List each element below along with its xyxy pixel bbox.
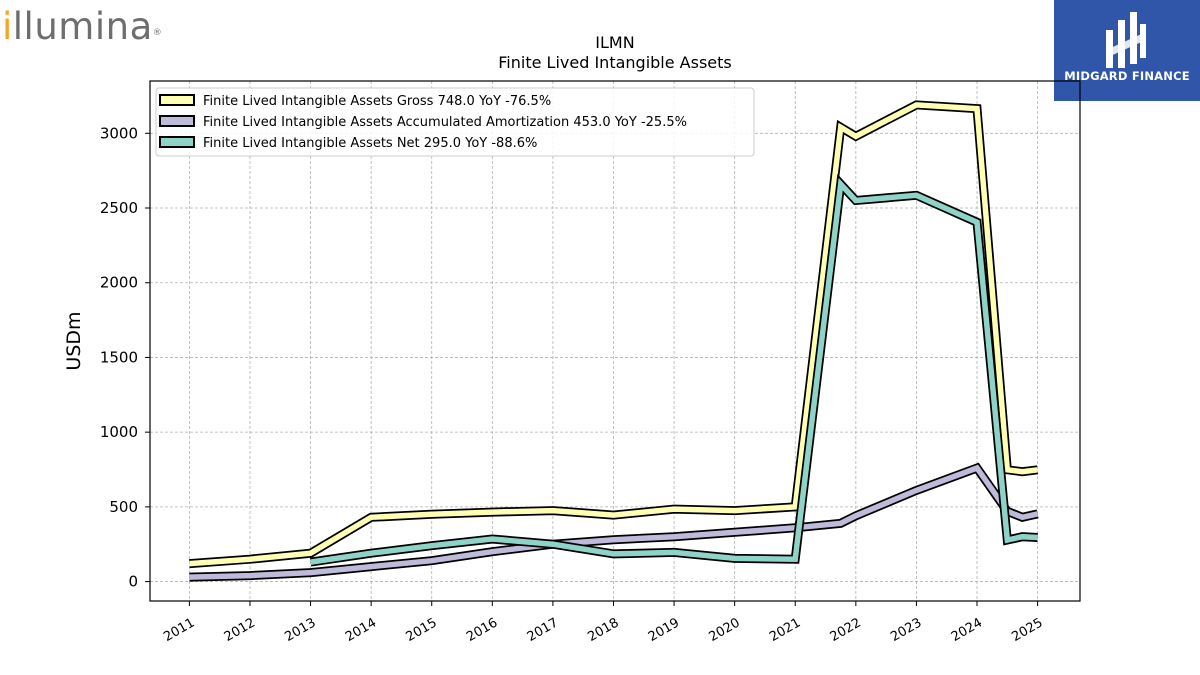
publisher-logo: MIDGARD FINANCE (1054, 0, 1200, 101)
publisher-mark-icon (1106, 12, 1146, 68)
series-1 (189, 462, 1039, 582)
x-tick-label: 2015 (404, 615, 440, 645)
x-tick-label: 2024 (949, 615, 985, 645)
legend-label: Finite Lived Intangible Assets Net 295.0… (203, 136, 537, 151)
y-tick-label: 2000 (100, 274, 138, 292)
x-tick-label: 2022 (828, 615, 864, 645)
legend-swatch (159, 136, 195, 148)
x-tick-label: 2011 (161, 615, 197, 645)
x-tick-label: 2020 (706, 615, 742, 645)
x-axis-ticks: 2011 2012 2013 2014 2015 2016 2017 2018 2019 2020… (161, 601, 1046, 645)
legend: Finite Lived Intangible Assets Gross 748… (155, 87, 755, 157)
y-tick-label: 1500 (100, 348, 138, 366)
x-tick-label: 2016 (464, 615, 500, 645)
x-tick-label: 2017 (525, 615, 561, 645)
legend-label: Finite Lived Intangible Assets Accumulat… (203, 115, 687, 130)
y-tick-label: 3000 (100, 124, 138, 142)
grid (150, 81, 1080, 601)
legend-swatch (159, 94, 195, 106)
series-line (310, 177, 1038, 565)
chart-subtitle: Finite Lived Intangible Assets (498, 53, 731, 72)
y-tick-label: 0 (128, 573, 138, 591)
legend-label: Finite Lived Intangible Assets Gross 748… (203, 94, 551, 109)
y-axis-ticks: 0 500 1000 1500 2000 2500 3000 (100, 124, 150, 591)
x-tick-label: 2019 (646, 615, 682, 645)
series-0 (189, 100, 1039, 569)
x-tick-label: 2025 (1009, 615, 1045, 645)
x-tick-label: 2021 (767, 615, 803, 645)
legend-box (155, 87, 755, 157)
chart-title: ILMN (595, 33, 634, 52)
y-tick-label: 2500 (100, 199, 138, 217)
x-tick-label: 2014 (343, 615, 379, 645)
y-tick-label: 1000 (100, 423, 138, 441)
series-2 (309, 173, 1038, 567)
series-line (189, 102, 1038, 567)
x-tick-label: 2018 (585, 615, 621, 645)
plot-frame (149, 80, 1081, 602)
y-tick-label: 500 (109, 498, 138, 516)
x-tick-label: 2023 (888, 615, 924, 645)
y-axis-label: USDm (63, 311, 85, 370)
x-tick-label: 2013 (282, 615, 318, 645)
legend-swatch (159, 115, 195, 127)
company-logo: illumina® (2, 5, 163, 48)
x-tick-label: 2012 (222, 615, 258, 645)
series-line (189, 464, 1039, 580)
publisher-name: MIDGARD FINANCE (1064, 69, 1190, 83)
series-layer (189, 100, 1039, 582)
